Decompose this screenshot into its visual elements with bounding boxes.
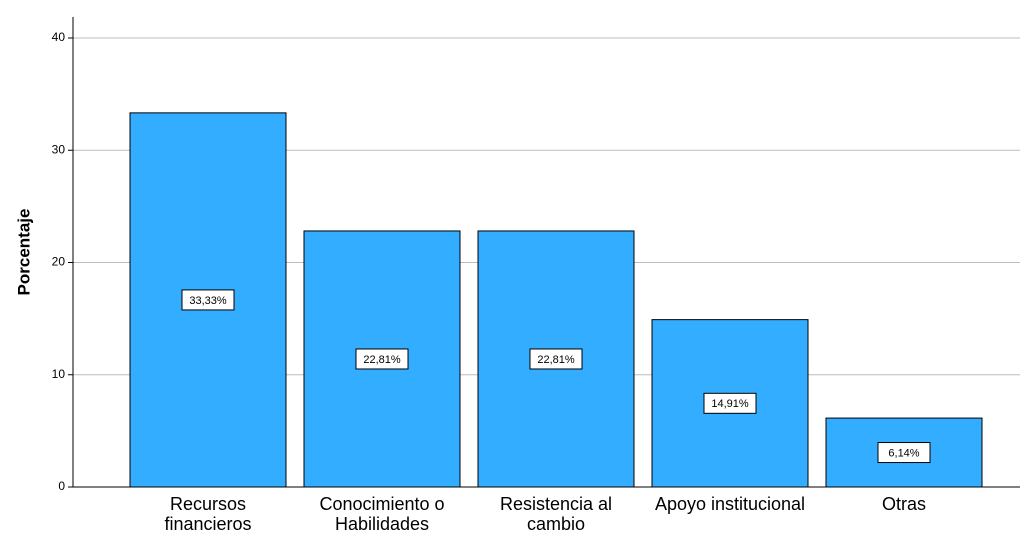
x-tick-label: Resistencia al cambio (499, 494, 613, 534)
value-label-box (703, 392, 757, 414)
value-label-box (355, 348, 409, 370)
y-tick-label: 30 (52, 142, 66, 156)
value-label-box (877, 442, 931, 464)
y-axis-label: Porcentaje (14, 209, 33, 296)
x-tick-label: Otras (881, 494, 926, 514)
y-tick-label: 0 (58, 479, 65, 493)
y-tick-label: 40 (52, 30, 66, 44)
x-tick-label: Conocimiento o Habilidades (319, 494, 445, 534)
value-label: 22,81% (363, 354, 401, 366)
x-tick-label: Recursos financieros (164, 494, 252, 534)
y-tick-label: 10 (52, 367, 66, 381)
value-label-box (529, 348, 583, 370)
value-label: 33,33% (189, 295, 227, 307)
value-label: 14,91% (711, 398, 749, 410)
x-tick-label: Apoyo institucional (654, 494, 806, 514)
value-label: 22,81% (537, 354, 575, 366)
value-label-box (181, 289, 235, 311)
y-tick-label: 20 (52, 255, 66, 269)
value-label: 6,14% (888, 447, 919, 459)
